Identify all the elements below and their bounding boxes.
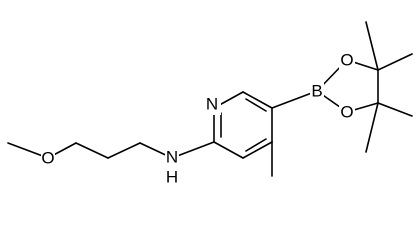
- atom-label: O: [41, 149, 54, 168]
- atom-label: N: [166, 148, 178, 167]
- atom-labels: O N H N B O O: [41, 50, 355, 187]
- atom-label: O: [340, 103, 353, 122]
- atom-label: O: [340, 51, 353, 70]
- atom-label: N: [206, 95, 218, 114]
- atom-label: H: [166, 168, 178, 187]
- structure-diagram: O N H N B O O: [7, 21, 413, 187]
- atom-label: B: [311, 82, 322, 101]
